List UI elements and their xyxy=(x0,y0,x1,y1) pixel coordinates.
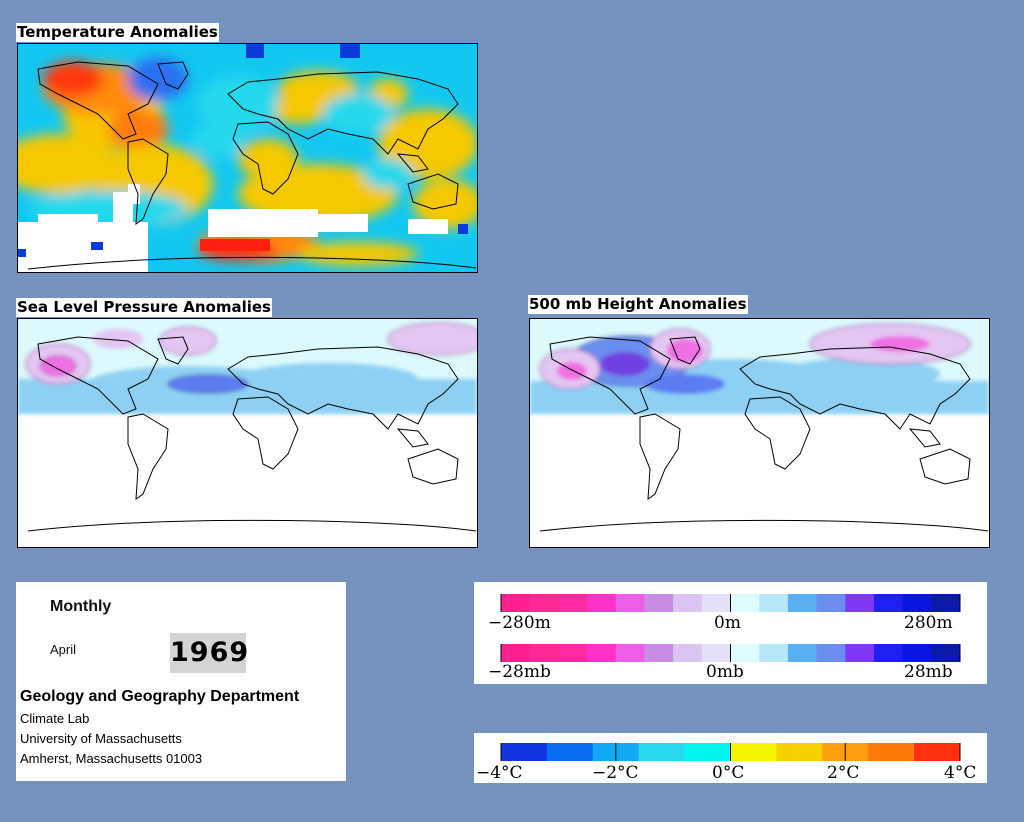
scale-swatch xyxy=(673,594,703,612)
height-label-min: −280m xyxy=(488,613,551,633)
scale-swatch xyxy=(644,644,674,662)
lab-name: Climate Lab xyxy=(20,711,90,726)
temp-label-neg4: −4°C xyxy=(476,763,523,783)
height-label-zero: 0m xyxy=(714,613,741,633)
scale-swatch xyxy=(730,644,760,662)
pressure-label-min: −28mb xyxy=(488,662,551,682)
scale-swatch xyxy=(873,644,904,662)
scale-swatch xyxy=(558,594,588,612)
height-label-max: 280m xyxy=(904,613,953,633)
scale-swatch xyxy=(673,644,703,662)
scale-swatch xyxy=(759,644,789,662)
temperature-anomaly-map xyxy=(17,43,478,273)
pressure-color-scale xyxy=(500,644,961,662)
month-label: April xyxy=(50,642,77,657)
scale-swatch xyxy=(529,644,559,662)
year-display: 1969 xyxy=(170,633,248,673)
scale-swatch xyxy=(730,594,760,612)
scale-swatch xyxy=(816,594,846,612)
scale-swatch xyxy=(587,594,617,612)
temp-label-4: 4°C xyxy=(944,763,976,783)
temperature-color-scale xyxy=(500,743,961,761)
scale-swatch xyxy=(501,594,531,612)
scale-swatch xyxy=(776,743,823,761)
address-line: Amherst, Massachusetts 01003 xyxy=(20,751,203,766)
scale-swatch xyxy=(644,594,674,612)
scale-swatch xyxy=(615,594,645,612)
coastlines xyxy=(539,336,989,532)
info-panel: Monthly April 1969 Geology and Geography… xyxy=(16,582,346,781)
department-name: Geology and Geography Department xyxy=(20,688,300,705)
missing-data-blocks xyxy=(18,184,448,272)
scale-swatch xyxy=(845,644,875,662)
sea-level-pressure-map xyxy=(17,318,478,548)
scale-swatch xyxy=(684,743,731,761)
scale-swatch xyxy=(501,644,531,662)
scale-swatch xyxy=(816,644,846,662)
scale-swatch xyxy=(529,594,559,612)
coastlines xyxy=(27,61,477,270)
scale-swatch xyxy=(701,594,731,612)
period-label: Monthly xyxy=(50,598,112,615)
height-color-scale xyxy=(500,594,961,612)
scale-swatch xyxy=(730,743,777,761)
scale-swatch xyxy=(902,644,932,662)
scale-swatch xyxy=(787,594,818,612)
scale-swatch xyxy=(546,743,594,761)
scale-swatch xyxy=(902,594,932,612)
scale-swatch xyxy=(931,644,961,662)
scale-swatch xyxy=(787,644,818,662)
scale-swatch xyxy=(558,644,588,662)
scale-swatch xyxy=(914,743,961,761)
scale-swatch xyxy=(868,743,915,761)
sea-level-pressure-title: Sea Level Pressure Anomalies xyxy=(16,298,272,317)
temperature-anomalies-title: Temperature Anomalies xyxy=(16,23,219,42)
temp-label-neg2: −2°C xyxy=(592,763,639,783)
scale-swatch xyxy=(615,644,645,662)
scale-swatch xyxy=(587,644,617,662)
500mb-height-title: 500 mb Height Anomalies xyxy=(528,295,748,314)
scale-swatch xyxy=(845,594,875,612)
temp-label-0: 0°C xyxy=(712,763,744,783)
scale-swatch xyxy=(873,594,904,612)
height-pressure-legend: −280m 0m 280m −28mb 0mb 28mb xyxy=(474,582,987,684)
scale-swatch xyxy=(501,743,548,761)
scale-swatch xyxy=(701,644,731,662)
pressure-label-max: 28mb xyxy=(904,662,953,682)
temp-label-2: 2°C xyxy=(827,763,859,783)
500mb-height-map xyxy=(529,318,990,548)
temperature-legend: −4°C −2°C 0°C 2°C 4°C xyxy=(474,733,987,783)
university-name: University of Massachusetts xyxy=(20,731,182,746)
pressure-label-zero: 0mb xyxy=(706,662,744,682)
scale-swatch xyxy=(931,594,961,612)
scale-swatch xyxy=(638,743,686,761)
scale-swatch xyxy=(759,594,789,612)
coastlines xyxy=(27,336,477,532)
pressure-field xyxy=(18,322,477,414)
